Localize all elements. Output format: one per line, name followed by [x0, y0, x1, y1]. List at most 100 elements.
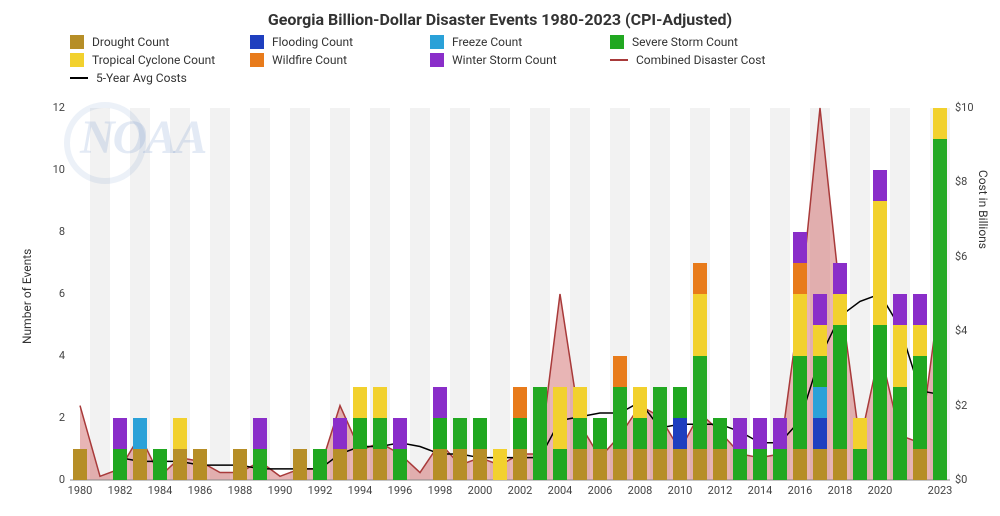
- bar-tropical[interactable]: [693, 294, 707, 356]
- bar-winter[interactable]: [793, 232, 807, 263]
- bar-severe[interactable]: [933, 139, 947, 480]
- bar-freeze[interactable]: [133, 418, 147, 449]
- bar-severe[interactable]: [853, 449, 867, 480]
- bar-severe[interactable]: [473, 418, 487, 449]
- bar-drought[interactable]: [793, 449, 807, 480]
- bar-drought[interactable]: [233, 449, 247, 480]
- bar-drought[interactable]: [133, 449, 147, 480]
- bar-drought[interactable]: [713, 449, 727, 480]
- bar-wildfire[interactable]: [513, 387, 527, 418]
- bar-tropical[interactable]: [173, 418, 187, 449]
- bar-severe[interactable]: [653, 387, 667, 449]
- bar-severe[interactable]: [813, 356, 827, 387]
- bar-tropical[interactable]: [373, 387, 387, 418]
- bar-winter[interactable]: [113, 418, 127, 449]
- bar-drought[interactable]: [693, 449, 707, 480]
- bar-drought[interactable]: [613, 449, 627, 480]
- bar-winter[interactable]: [833, 263, 847, 294]
- bar-severe[interactable]: [553, 449, 567, 480]
- bar-tropical[interactable]: [633, 387, 647, 418]
- bar-tropical[interactable]: [353, 387, 367, 418]
- bar-winter[interactable]: [393, 418, 407, 449]
- legend-item-combined[interactable]: Combined Disaster Cost: [610, 53, 790, 67]
- bar-severe[interactable]: [373, 418, 387, 449]
- bar-drought[interactable]: [473, 449, 487, 480]
- bar-drought[interactable]: [173, 449, 187, 480]
- legend-item-flooding[interactable]: Flooding Count: [250, 35, 430, 49]
- bar-wildfire[interactable]: [613, 356, 627, 387]
- bar-severe[interactable]: [733, 449, 747, 480]
- bar-drought[interactable]: [353, 449, 367, 480]
- bar-drought[interactable]: [333, 449, 347, 480]
- bar-tropical[interactable]: [873, 201, 887, 325]
- bar-drought[interactable]: [633, 449, 647, 480]
- bar-winter[interactable]: [433, 387, 447, 418]
- bar-tropical[interactable]: [493, 449, 507, 480]
- bar-drought[interactable]: [833, 449, 847, 480]
- bar-winter[interactable]: [913, 294, 927, 325]
- bar-severe[interactable]: [533, 387, 547, 480]
- bar-severe[interactable]: [913, 356, 927, 449]
- legend-item-winter[interactable]: Winter Storm Count: [430, 53, 610, 67]
- bar-severe[interactable]: [713, 418, 727, 449]
- legend-item-freeze[interactable]: Freeze Count: [430, 35, 610, 49]
- bar-wildfire[interactable]: [693, 263, 707, 294]
- bar-severe[interactable]: [453, 418, 467, 449]
- bar-flooding[interactable]: [813, 418, 827, 449]
- bar-severe[interactable]: [753, 449, 767, 480]
- bar-severe[interactable]: [673, 387, 687, 418]
- bar-tropical[interactable]: [793, 294, 807, 356]
- legend-item-severe[interactable]: Severe Storm Count: [610, 35, 790, 49]
- bar-winter[interactable]: [753, 418, 767, 449]
- legend-item-wildfire[interactable]: Wildfire Count: [250, 53, 430, 67]
- bar-freeze[interactable]: [813, 387, 827, 418]
- bar-severe[interactable]: [893, 387, 907, 480]
- bar-severe[interactable]: [593, 418, 607, 449]
- bar-drought[interactable]: [73, 449, 87, 480]
- bar-severe[interactable]: [393, 449, 407, 480]
- bar-severe[interactable]: [613, 387, 627, 449]
- bar-winter[interactable]: [333, 418, 347, 449]
- bar-winter[interactable]: [733, 418, 747, 449]
- bar-winter[interactable]: [893, 294, 907, 325]
- bar-severe[interactable]: [693, 356, 707, 449]
- bar-severe[interactable]: [573, 418, 587, 449]
- bar-severe[interactable]: [313, 449, 327, 480]
- bar-severe[interactable]: [633, 418, 647, 449]
- bar-severe[interactable]: [153, 449, 167, 480]
- bar-tropical[interactable]: [933, 108, 947, 139]
- bar-severe[interactable]: [513, 418, 527, 449]
- bar-drought[interactable]: [193, 449, 207, 480]
- bar-drought[interactable]: [513, 449, 527, 480]
- bar-tropical[interactable]: [833, 294, 847, 325]
- bar-severe[interactable]: [773, 449, 787, 480]
- legend-item-tropical[interactable]: Tropical Cyclone Count: [70, 53, 250, 67]
- bar-flooding[interactable]: [673, 418, 687, 449]
- bar-tropical[interactable]: [893, 325, 907, 387]
- legend-item-drought[interactable]: Drought Count: [70, 35, 250, 49]
- bar-winter[interactable]: [813, 294, 827, 325]
- bar-severe[interactable]: [433, 418, 447, 449]
- bar-severe[interactable]: [793, 356, 807, 449]
- bar-winter[interactable]: [253, 418, 267, 449]
- bar-winter[interactable]: [873, 170, 887, 201]
- bar-drought[interactable]: [813, 449, 827, 480]
- bar-drought[interactable]: [653, 449, 667, 480]
- bar-drought[interactable]: [593, 449, 607, 480]
- bar-severe[interactable]: [833, 325, 847, 449]
- bar-winter[interactable]: [773, 418, 787, 449]
- legend-item-avg5[interactable]: 5-Year Avg Costs: [70, 71, 250, 85]
- bar-drought[interactable]: [433, 449, 447, 480]
- bar-tropical[interactable]: [573, 387, 587, 418]
- bar-severe[interactable]: [353, 418, 367, 449]
- bar-tropical[interactable]: [813, 325, 827, 356]
- bar-wildfire[interactable]: [793, 263, 807, 294]
- bar-severe[interactable]: [253, 449, 267, 480]
- bar-severe[interactable]: [873, 325, 887, 480]
- bar-drought[interactable]: [293, 449, 307, 480]
- bar-drought[interactable]: [573, 449, 587, 480]
- bar-tropical[interactable]: [553, 387, 567, 449]
- bar-severe[interactable]: [113, 449, 127, 480]
- bar-tropical[interactable]: [853, 418, 867, 449]
- bar-drought[interactable]: [913, 449, 927, 480]
